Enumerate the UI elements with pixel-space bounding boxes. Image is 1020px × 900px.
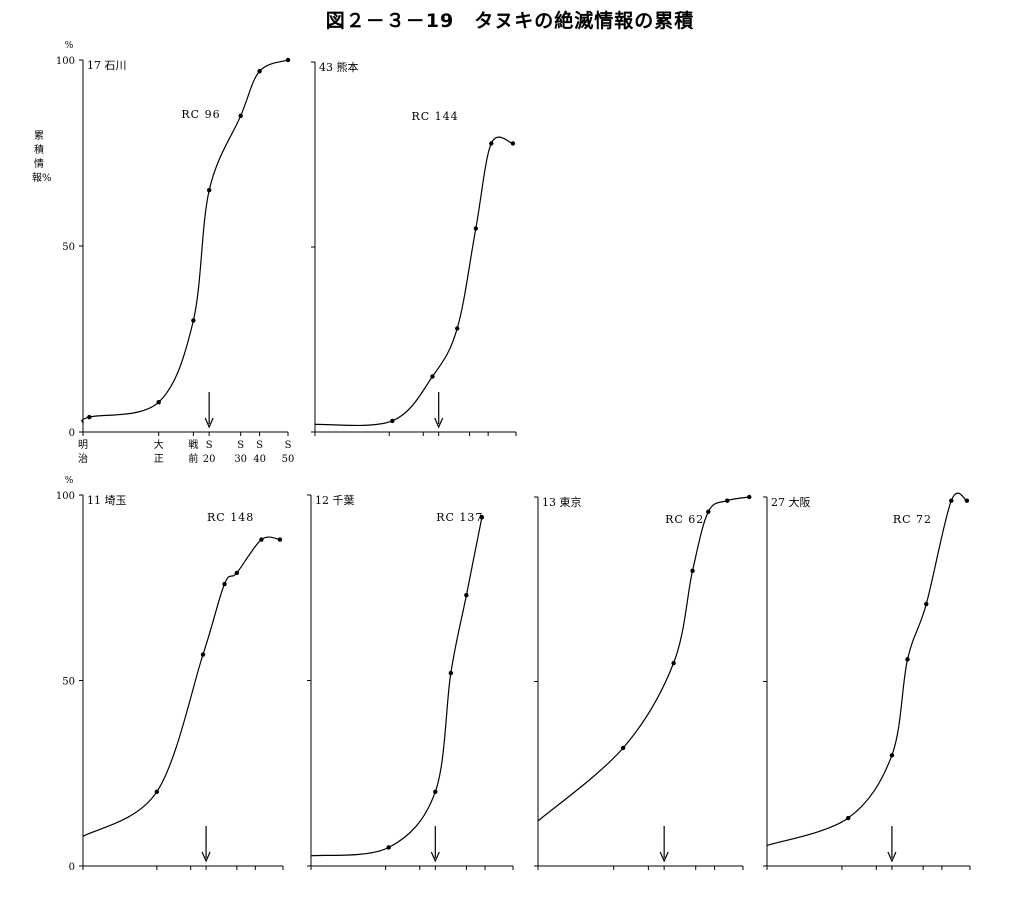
arrow-head [659, 851, 669, 863]
series-line [82, 536, 280, 837]
arrow-head [430, 851, 440, 863]
chart-panel-2: 43 熊本 RC 144 [311, 60, 517, 436]
x-tick-label: 30 [234, 454, 247, 465]
data-point [222, 581, 227, 587]
series-line [314, 136, 514, 427]
chart-panel-6: 27 大阪 RC 72 [763, 492, 971, 870]
data-point [87, 414, 92, 420]
data-point [234, 570, 240, 576]
data-point [156, 400, 161, 405]
panel-label: 11 埼玉 [87, 493, 127, 507]
arrow-head [204, 417, 214, 429]
percent-unit-label: % [65, 41, 74, 51]
data-point [690, 568, 695, 573]
series-line [766, 492, 968, 847]
x-tick-label: S [256, 440, 263, 451]
figure-title: 図２－３－19 タヌキの絶滅情報の累積 [325, 10, 695, 32]
panel-label: 12 千葉 [315, 493, 355, 507]
data-point [277, 537, 283, 542]
x-tick-label: S [285, 440, 292, 451]
y-tick-label: 0 [69, 428, 75, 439]
data-point [889, 753, 895, 758]
data-point [924, 601, 929, 607]
arrow-head [887, 851, 897, 863]
y-tick-label: 50 [62, 242, 75, 253]
rc-label: RC 144 [411, 110, 458, 123]
x-tick-label: 前 [188, 452, 198, 465]
data-point [433, 789, 438, 794]
y-tick-label: 100 [56, 56, 75, 67]
data-point [206, 188, 212, 193]
x-tick-label: 正 [154, 454, 164, 465]
data-point [448, 670, 454, 676]
y-axis-label: 累積情報% [32, 131, 52, 184]
data-point [285, 57, 291, 63]
data-point [455, 326, 460, 331]
panel-label: 17 石川 [87, 59, 127, 72]
rc-label: RC 148 [207, 511, 254, 524]
data-point [964, 498, 970, 503]
y-tick-label: 100 [56, 491, 75, 502]
panel-label: 13 東京 [542, 495, 582, 509]
chart-panel-4: 12 千葉 RC 137 [307, 493, 514, 870]
x-tick-label: 20 [203, 454, 216, 465]
data-point [257, 68, 262, 74]
data-point [489, 141, 494, 146]
panel-label: 27 大阪 [771, 495, 811, 509]
data-point [905, 657, 910, 662]
x-tick-label: 明 [78, 439, 88, 451]
rc-label: RC 62 [665, 513, 704, 526]
rc-label: RC 96 [181, 108, 220, 121]
data-point [238, 113, 243, 119]
data-point [671, 660, 676, 666]
x-tick-label: 50 [282, 454, 295, 465]
data-point [200, 652, 206, 657]
x-tick-label: S [237, 440, 244, 451]
chart-panel-3: 100 50 0% 11 埼玉 RC 148 [56, 476, 284, 873]
x-tick-label: 治 [78, 452, 88, 465]
y-tick-label: 0 [69, 862, 75, 873]
chart-panel-5: 13 東京 RC 62 [534, 494, 752, 870]
arrow-head [201, 851, 211, 863]
data-point [191, 318, 196, 323]
x-tick-label: 40 [253, 454, 266, 465]
data-point [386, 845, 391, 850]
data-point [846, 815, 851, 821]
data-point [430, 374, 435, 379]
data-point [747, 494, 752, 500]
data-point [479, 515, 485, 520]
data-point [464, 592, 469, 598]
x-tick-label: 大 [154, 438, 164, 451]
series-line [81, 59, 289, 424]
rc-label: RC 137 [436, 511, 483, 524]
data-point [949, 498, 954, 503]
data-point [706, 509, 711, 514]
y-tick-label: 50 [62, 677, 75, 688]
data-point [620, 745, 626, 751]
rc-label: RC 72 [893, 513, 932, 526]
data-point [390, 418, 395, 424]
x-tick-label: S [206, 440, 213, 451]
series-line [310, 517, 483, 857]
data-point [725, 498, 730, 503]
data-point [154, 789, 160, 794]
percent-unit-label: % [65, 476, 74, 486]
panel-label: 43 熊本 [319, 60, 359, 74]
arrow-head [434, 417, 444, 429]
x-tick-label: 戦 [188, 438, 198, 451]
data-point [473, 226, 478, 231]
data-point [510, 141, 516, 146]
series-line [537, 496, 750, 822]
data-point [259, 537, 264, 542]
